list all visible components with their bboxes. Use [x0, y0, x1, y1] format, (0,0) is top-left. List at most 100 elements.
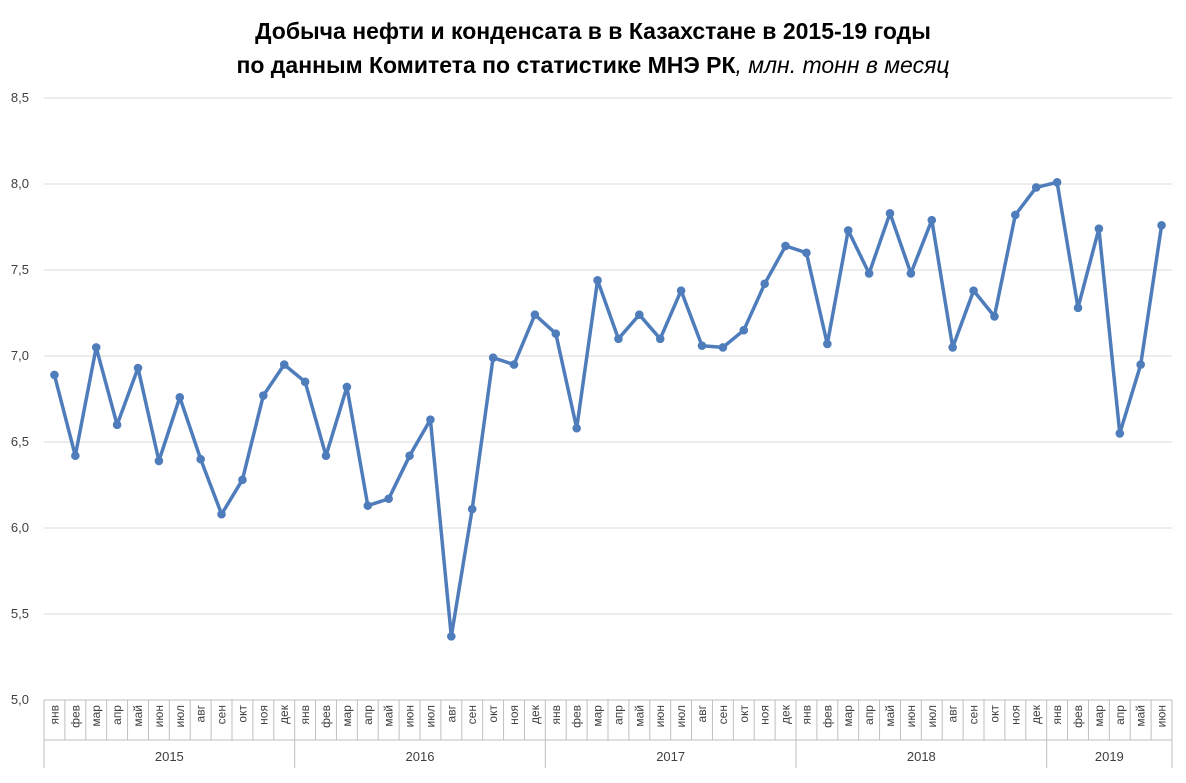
- month-label: дек: [779, 704, 793, 724]
- month-label: апр: [361, 705, 375, 725]
- data-point: [300, 377, 310, 387]
- month-label: окт: [737, 705, 751, 723]
- month-label: мар: [89, 705, 103, 727]
- data-point: [342, 382, 352, 392]
- data-point: [551, 329, 561, 338]
- data-point: [50, 370, 59, 380]
- y-tick-label: 6,5: [11, 434, 29, 449]
- month-label: июл: [674, 705, 688, 727]
- data-point: [467, 504, 477, 514]
- data-point: [572, 423, 581, 433]
- month-label: янв: [1050, 705, 1064, 725]
- series-line: [52, 180, 1164, 639]
- data-point: [509, 360, 519, 369]
- data-point: [279, 360, 289, 369]
- month-label: июн: [1155, 705, 1169, 727]
- data-point: [1073, 303, 1083, 313]
- month-label: июн: [653, 705, 667, 727]
- y-tick-label: 8,5: [11, 90, 29, 105]
- data-point: [718, 343, 728, 352]
- year-label: 2015: [155, 749, 184, 764]
- chart-title-line-2: по данным Комитета по статистике МНЭ РК,…: [0, 48, 1186, 82]
- y-tick-label: 7,5: [11, 262, 29, 277]
- month-label: окт: [235, 705, 249, 723]
- year-label: 2019: [1095, 749, 1124, 764]
- data-point: [363, 501, 373, 510]
- data-point: [196, 454, 205, 464]
- y-tick-label: 6,0: [11, 520, 29, 535]
- month-label: сен: [967, 705, 981, 724]
- data-point: [426, 415, 435, 424]
- year-label: 2017: [656, 749, 685, 764]
- month-label: янв: [298, 705, 312, 725]
- data-point: [71, 451, 80, 461]
- month-label: апр: [110, 705, 124, 725]
- y-tick-label: 8,0: [11, 176, 29, 191]
- data-point: [781, 241, 790, 251]
- month-label: дек: [1029, 704, 1043, 724]
- data-point: [1115, 429, 1125, 438]
- month-label: ноя: [1008, 705, 1022, 725]
- data-point: [990, 312, 999, 321]
- data-point: [697, 341, 707, 350]
- data-point: [843, 226, 853, 235]
- gridlines: [44, 97, 1172, 701]
- data-point: [948, 343, 957, 352]
- month-label: авг: [946, 704, 960, 722]
- data-point: [112, 420, 122, 430]
- month-label: апр: [862, 705, 876, 725]
- y-tick-label: 5,5: [11, 606, 29, 621]
- data-point: [864, 269, 874, 278]
- data-point: [927, 215, 937, 225]
- month-label: июн: [152, 705, 166, 727]
- month-label: окт: [987, 705, 1001, 723]
- data-point: [447, 632, 456, 641]
- month-label: ноя: [256, 705, 270, 725]
- month-label: фев: [68, 705, 82, 728]
- chart-title-unit: , млн. тонн в месяц: [735, 52, 950, 78]
- year-label: 2016: [406, 749, 435, 764]
- month-label: янв: [549, 705, 563, 725]
- month-label: май: [131, 705, 145, 727]
- data-point: [676, 286, 686, 295]
- month-label: фев: [570, 705, 584, 728]
- month-label: фев: [820, 705, 834, 728]
- series-oil-production: [50, 177, 1166, 641]
- month-label: авг: [194, 704, 208, 722]
- month-label: май: [632, 705, 646, 727]
- month-label: июн: [403, 705, 417, 727]
- month-label: фев: [1071, 705, 1085, 728]
- data-point: [593, 276, 602, 285]
- data-point: [405, 451, 414, 461]
- month-label: июл: [423, 705, 437, 727]
- data-point: [488, 353, 498, 363]
- data-point: [1052, 177, 1062, 187]
- month-label: июл: [925, 705, 939, 727]
- data-point: [238, 475, 247, 485]
- data-point: [259, 391, 268, 400]
- year-label: 2018: [907, 749, 936, 764]
- data-point: [655, 334, 665, 344]
- month-label: дек: [277, 704, 291, 724]
- month-label: май: [1134, 705, 1148, 727]
- month-label: июн: [904, 705, 918, 727]
- month-label: апр: [611, 705, 625, 725]
- y-tick-label: 7,0: [11, 348, 29, 363]
- month-label: янв: [799, 705, 813, 725]
- data-point: [91, 343, 101, 352]
- month-label: мар: [340, 705, 354, 727]
- data-point: [969, 286, 978, 295]
- data-point: [384, 494, 393, 504]
- data-point: [1094, 224, 1104, 234]
- month-label: сен: [215, 705, 229, 724]
- month-label: ноя: [507, 705, 521, 725]
- data-point: [906, 269, 916, 278]
- month-label: июл: [173, 705, 187, 727]
- data-point: [1011, 210, 1020, 220]
- month-label: мар: [591, 705, 605, 727]
- month-label: янв: [47, 705, 61, 725]
- x-axis: янв фев мар апр май июн июл авг сен окт ноя дек янв ф…: [43, 699, 1173, 768]
- month-label: сен: [465, 705, 479, 724]
- data-point: [321, 451, 331, 461]
